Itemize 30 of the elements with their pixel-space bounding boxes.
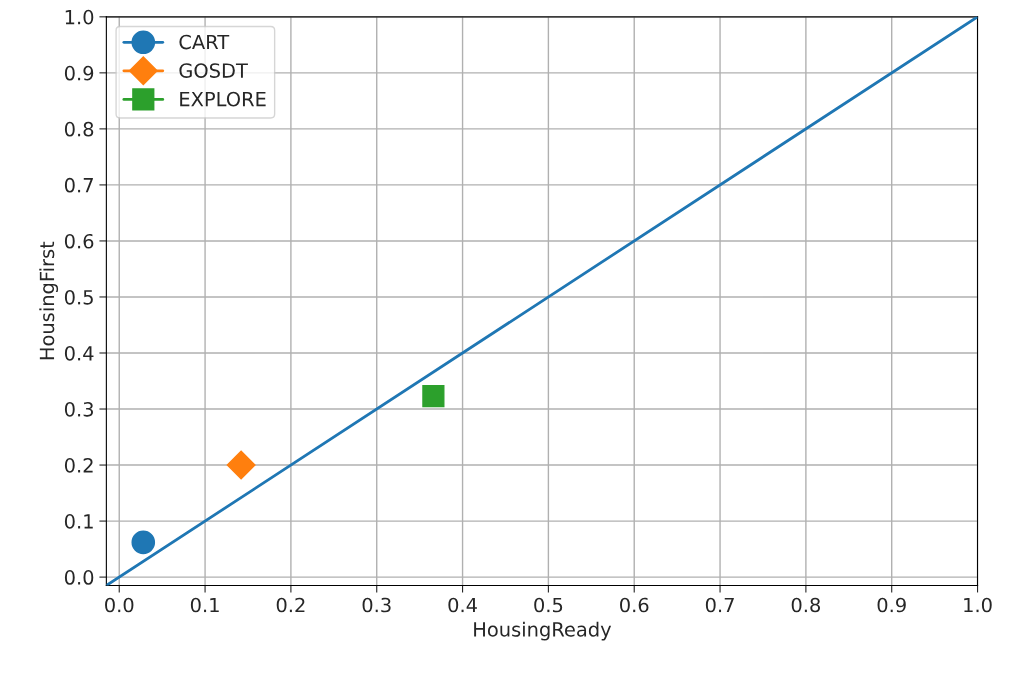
x-tick-label: 0.1 <box>190 597 219 613</box>
y-tick-label: 1.0 <box>65 9 94 25</box>
x-tick-label: 0.4 <box>448 597 477 613</box>
y-tick-label: 0.1 <box>64 514 93 529</box>
x-tick-label: 0.7 <box>705 597 734 613</box>
y-tick-label: 0.9 <box>64 65 94 81</box>
x-tick-label: 0.9 <box>877 597 906 613</box>
x-tick-label: 1.0 <box>964 597 992 613</box>
y-tick-label: 0.0 <box>64 570 94 585</box>
y-tick-label: 0.7 <box>64 177 93 193</box>
y-tick-label: 0.2 <box>64 458 93 473</box>
y-tick-label: 0.8 <box>64 121 94 137</box>
y-tick-label: 0.5 <box>64 289 93 305</box>
x-tick-label: 0.0 <box>105 597 134 613</box>
y-tick-label: 0.3 <box>64 401 93 417</box>
x-tick-label: 0.2 <box>276 597 305 613</box>
point <box>226 450 256 480</box>
x-tick-label: 0.8 <box>791 597 821 613</box>
legend-label: CART <box>179 34 230 50</box>
legend-label: GOSDT <box>179 63 248 78</box>
y-tick-label: 0.4 <box>64 345 94 361</box>
point <box>131 530 156 555</box>
x-tick-label: 0.3 <box>362 597 391 613</box>
x-axis-title: HousingReady <box>474 621 612 641</box>
point <box>422 385 445 408</box>
y-axis-title: HousingFirst <box>39 241 59 360</box>
y-tick-label: 0.6 <box>64 233 94 249</box>
x-tick-label: 0.5 <box>534 597 563 613</box>
legend-label: EXPLORE <box>180 91 266 107</box>
x-tick-label: 0.6 <box>620 597 649 613</box>
